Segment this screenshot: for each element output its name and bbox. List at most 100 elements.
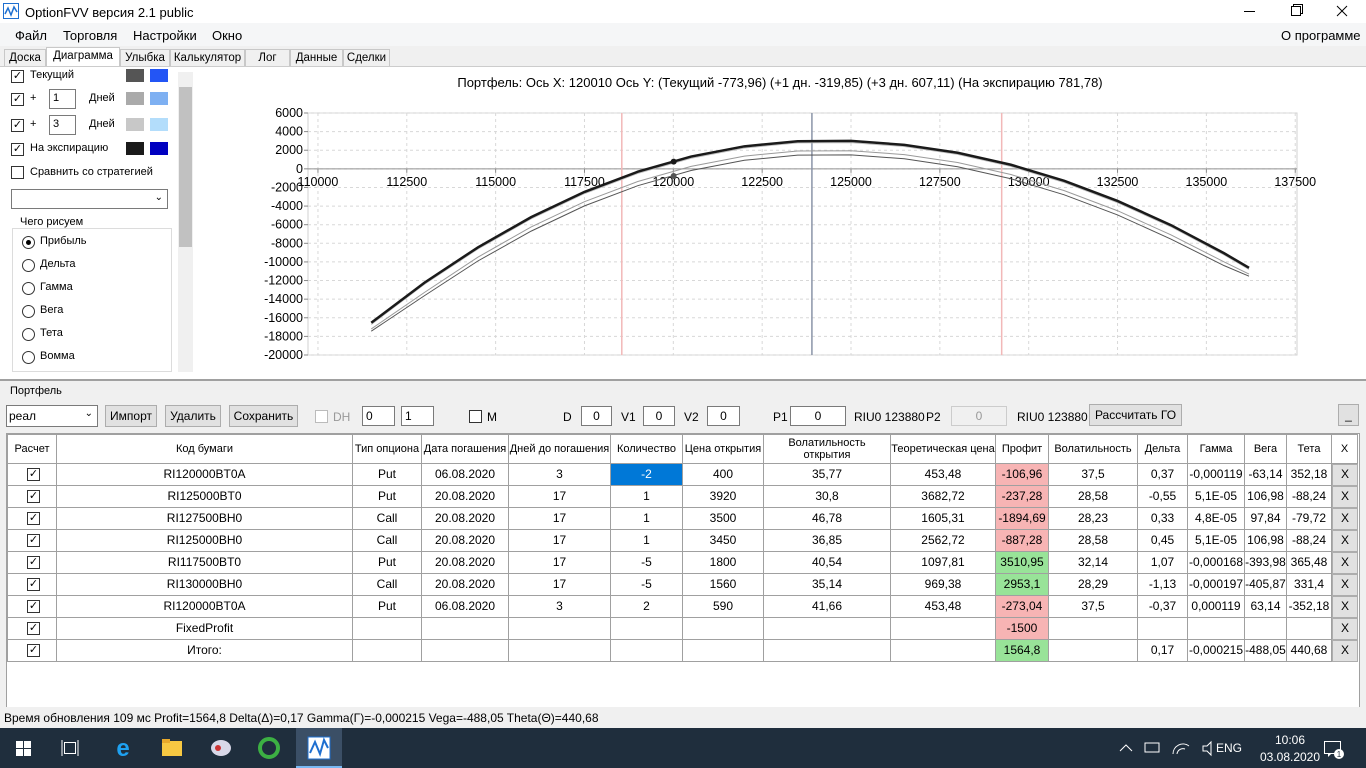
checkbox[interactable]: ✓ bbox=[11, 70, 24, 83]
row-checkbox[interactable]: ✓ bbox=[7, 552, 57, 574]
tab[interactable]: Данные bbox=[290, 49, 343, 66]
column-header[interactable]: X bbox=[1332, 434, 1358, 464]
row-checkbox[interactable]: ✓ bbox=[7, 464, 57, 486]
column-header[interactable]: Дата погашения bbox=[422, 434, 509, 464]
row-checkbox[interactable]: ✓ bbox=[7, 486, 57, 508]
column-header[interactable]: Код бумаги bbox=[57, 434, 353, 464]
strategy-select[interactable]: ⌄ bbox=[11, 189, 168, 209]
delete-button[interactable]: X bbox=[1332, 464, 1358, 486]
clock-time[interactable]: 10:06 bbox=[1274, 733, 1306, 747]
menu-item[interactable]: Настройки bbox=[133, 28, 197, 43]
checkbox[interactable] bbox=[11, 166, 24, 179]
notifications[interactable]: 1 bbox=[1322, 737, 1344, 759]
tab[interactable]: Диаграмма bbox=[46, 47, 120, 66]
column-header[interactable]: Тета bbox=[1287, 434, 1332, 464]
table-cell[interactable]: -2 bbox=[611, 464, 683, 486]
delete-button[interactable]: X bbox=[1332, 618, 1358, 640]
field-input[interactable]: 0 bbox=[951, 406, 1007, 426]
menu-item[interactable]: Окно bbox=[212, 28, 243, 43]
splitter[interactable] bbox=[0, 379, 1366, 381]
delete-button[interactable]: X bbox=[1332, 596, 1358, 618]
spinner[interactable]: 0 bbox=[362, 406, 395, 426]
delete-button[interactable]: X bbox=[1332, 486, 1358, 508]
checkbox[interactable]: ✓ bbox=[11, 143, 24, 156]
spinner[interactable]: 1 bbox=[401, 406, 434, 426]
button[interactable]: Удалить bbox=[165, 405, 221, 427]
radio[interactable] bbox=[22, 351, 35, 364]
radio[interactable] bbox=[22, 305, 35, 318]
window-controls[interactable] bbox=[1230, 0, 1366, 23]
column-header[interactable]: Тип опциона bbox=[353, 434, 422, 464]
field-input[interactable]: 0 bbox=[643, 406, 675, 426]
table-cell[interactable]: -5 bbox=[611, 552, 683, 574]
delete-button[interactable]: X bbox=[1332, 574, 1358, 596]
field-input[interactable]: 0 bbox=[581, 406, 612, 426]
radio[interactable] bbox=[22, 259, 35, 272]
checkbox[interactable] bbox=[315, 410, 328, 423]
field-input[interactable]: 0 bbox=[790, 406, 846, 426]
column-header[interactable]: Вега bbox=[1245, 434, 1287, 464]
column-header[interactable]: Волатильность открытия bbox=[764, 434, 891, 464]
color-swatch[interactable] bbox=[126, 92, 144, 105]
radio[interactable] bbox=[22, 282, 35, 295]
color-swatch[interactable] bbox=[126, 69, 144, 82]
color-swatch[interactable] bbox=[150, 142, 168, 155]
column-header[interactable]: Расчет bbox=[7, 434, 57, 464]
table-cell[interactable]: 1 bbox=[611, 486, 683, 508]
days-input[interactable]: 3 bbox=[49, 115, 76, 135]
tab[interactable]: Улыбка bbox=[120, 49, 170, 66]
button[interactable]: Сохранить bbox=[229, 405, 298, 427]
tab[interactable]: Доска bbox=[4, 49, 46, 66]
tab[interactable]: Калькулятор bbox=[170, 49, 245, 66]
row-checkbox[interactable]: ✓ bbox=[7, 530, 57, 552]
table-cell[interactable] bbox=[611, 618, 683, 640]
clock-date[interactable]: 03.08.2020 bbox=[1259, 750, 1321, 764]
radio[interactable] bbox=[22, 236, 35, 249]
color-swatch[interactable] bbox=[150, 118, 168, 131]
color-swatch[interactable] bbox=[150, 69, 168, 82]
scrollbar[interactable] bbox=[178, 72, 193, 372]
column-header[interactable]: Дельта bbox=[1138, 434, 1188, 464]
row-checkbox[interactable]: ✓ bbox=[7, 508, 57, 530]
delete-button[interactable]: X bbox=[1332, 508, 1358, 530]
table-cell[interactable]: -5 bbox=[611, 574, 683, 596]
row-checkbox[interactable]: ✓ bbox=[7, 618, 57, 640]
delete-button[interactable]: X bbox=[1332, 640, 1358, 662]
button[interactable]: _ bbox=[1338, 404, 1359, 426]
tab[interactable]: Лог bbox=[245, 49, 290, 66]
tab[interactable]: Сделки bbox=[343, 49, 390, 66]
row-checkbox[interactable]: ✓ bbox=[7, 640, 57, 662]
color-swatch[interactable] bbox=[150, 92, 168, 105]
table-cell[interactable]: 1 bbox=[611, 508, 683, 530]
delete-button[interactable]: X bbox=[1332, 530, 1358, 552]
row-checkbox[interactable]: ✓ bbox=[7, 574, 57, 596]
button[interactable]: Импорт bbox=[105, 405, 157, 427]
column-header[interactable]: Профит bbox=[996, 434, 1049, 464]
checkbox[interactable] bbox=[469, 410, 482, 423]
color-swatch[interactable] bbox=[126, 142, 144, 155]
column-header[interactable]: Теоретическая цена bbox=[891, 434, 996, 464]
column-header[interactable]: Гамма bbox=[1188, 434, 1245, 464]
account-select[interactable]: реал ⌄ bbox=[6, 405, 98, 427]
delete-button[interactable]: X bbox=[1332, 552, 1358, 574]
menu-item[interactable]: Файл bbox=[15, 28, 47, 43]
taskbar-icons[interactable]: e bbox=[0, 728, 350, 768]
tray-icons[interactable] bbox=[1115, 728, 1215, 768]
table-cell[interactable]: 2 bbox=[611, 596, 683, 618]
checkbox[interactable]: ✓ bbox=[11, 119, 24, 132]
days-input[interactable]: 1 bbox=[49, 89, 76, 109]
button[interactable]: Рассчитать ГО bbox=[1089, 404, 1182, 426]
table-cell[interactable]: 1 bbox=[611, 530, 683, 552]
menu-item[interactable]: Торговля bbox=[63, 28, 118, 43]
row-checkbox[interactable]: ✓ bbox=[7, 596, 57, 618]
column-header[interactable]: Количество bbox=[611, 434, 683, 464]
field-input[interactable]: 0 bbox=[707, 406, 740, 426]
menu-about[interactable]: О программе bbox=[1281, 28, 1361, 43]
column-header[interactable]: Цена открытия bbox=[683, 434, 764, 464]
column-header[interactable]: Волатильность bbox=[1049, 434, 1138, 464]
column-header[interactable]: Дней до погашения bbox=[509, 434, 611, 464]
checkbox[interactable]: ✓ bbox=[11, 93, 24, 106]
language[interactable]: ENG bbox=[1216, 741, 1243, 755]
radio[interactable] bbox=[22, 328, 35, 341]
table-cell[interactable] bbox=[611, 640, 683, 662]
